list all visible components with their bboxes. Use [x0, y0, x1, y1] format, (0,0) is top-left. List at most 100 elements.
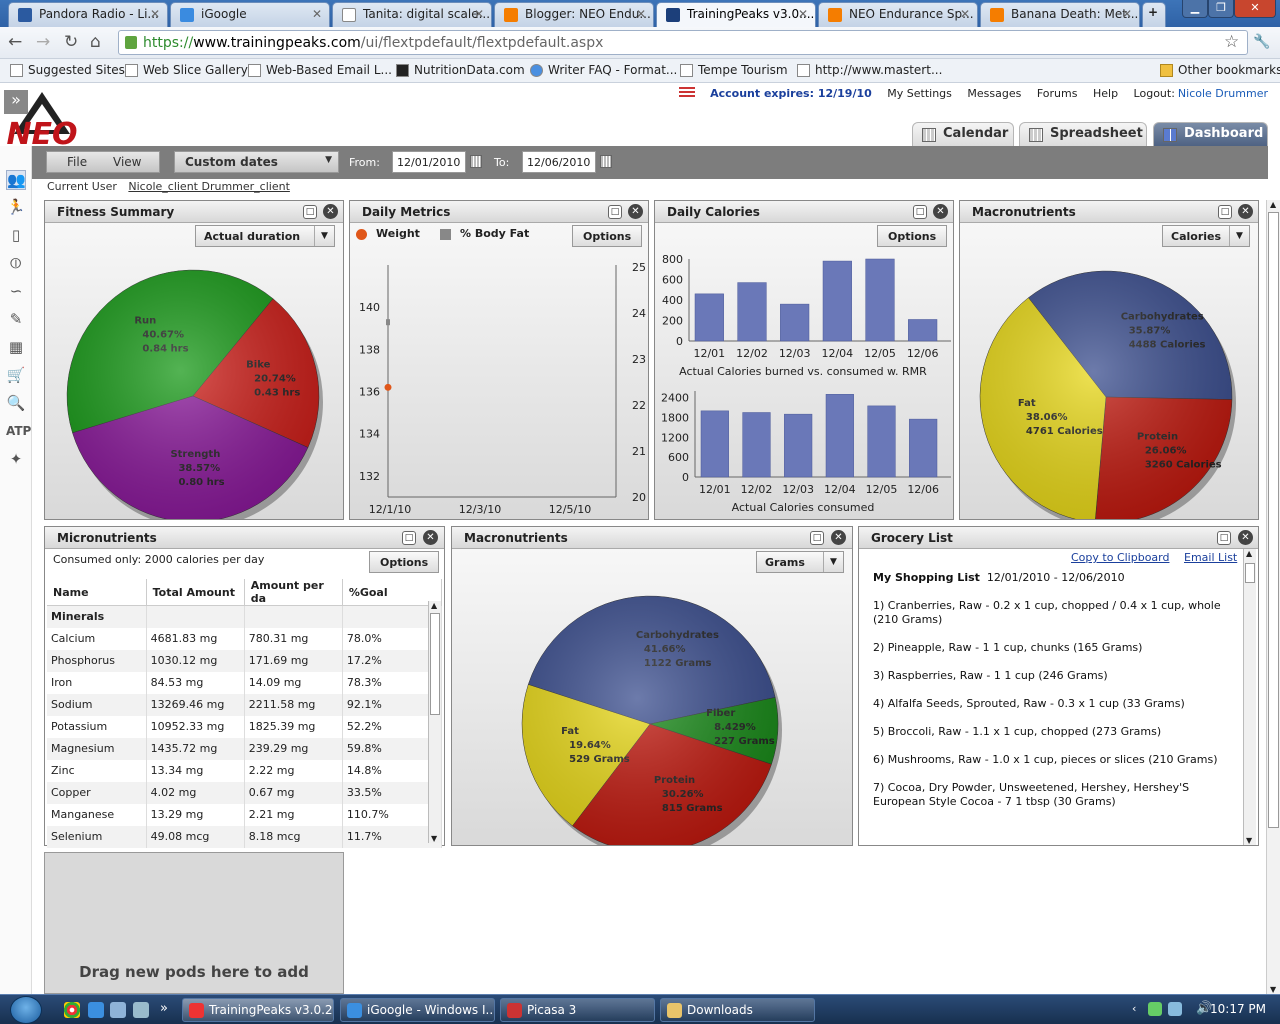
maximize-pod-icon[interactable]: □	[608, 205, 622, 219]
close-tab-icon[interactable]: ✕	[635, 7, 646, 21]
route-icon[interactable]: ∽	[9, 282, 23, 300]
maximize-pod-icon[interactable]: □	[913, 205, 927, 219]
current-user-link[interactable]: Nicole_client Drummer_client	[128, 180, 290, 193]
pod-header[interactable]: Macronutrients □ ✕	[960, 201, 1258, 223]
calorie-bar[interactable]	[700, 410, 729, 478]
column-header[interactable]: Total Amount	[146, 579, 245, 606]
bookmark-item[interactable]: NutritionData.com	[396, 63, 525, 77]
close-tab-icon[interactable]: ✕	[959, 7, 970, 21]
journal-icon[interactable]: ✎	[9, 310, 23, 328]
ie-icon[interactable]	[88, 1002, 104, 1018]
forums-link[interactable]: Forums	[1036, 87, 1078, 100]
taskbar-button[interactable]: Picasa 3	[500, 998, 655, 1022]
my-settings-link[interactable]: My Settings	[887, 87, 952, 100]
address-bar[interactable]: https://www.trainingpeaks.com/ui/flextpd…	[118, 30, 1248, 55]
taskbar-button[interactable]: TrainingPeaks v3.0.2...	[182, 998, 334, 1022]
forward-arrow-icon[interactable]: →	[36, 32, 51, 52]
browser-tab[interactable]: NEO Endurance Sp... ✕	[818, 2, 978, 27]
table-row[interactable]: Zinc 13.34 mg 2.22 mg 14.8%	[47, 759, 443, 782]
bodyfat-point[interactable]	[386, 319, 390, 326]
drag-pods-dropzone[interactable]: Drag new pods here to add	[44, 852, 344, 994]
switch-windows-icon[interactable]	[133, 1002, 149, 1018]
file-menu[interactable]: File	[67, 155, 88, 169]
taskbar-button[interactable]: iGoogle - Windows I...	[340, 998, 495, 1022]
home-icon[interactable]: ⌂	[90, 32, 101, 52]
reload-icon[interactable]: ↻	[64, 32, 79, 52]
close-pod-icon[interactable]: ✕	[1238, 530, 1253, 545]
grid-icon[interactable]: ▦	[8, 338, 24, 356]
table-row[interactable]: Magnesium 1435.72 mg 239.29 mg 59.8%	[47, 737, 443, 760]
bookmark-item[interactable]: Suggested Sites	[10, 63, 125, 77]
maximize-pod-icon[interactable]: □	[1218, 205, 1232, 219]
column-header[interactable]: %Goal	[342, 579, 443, 606]
calorie-bar[interactable]	[867, 405, 896, 478]
other-bookmarks[interactable]: Other bookmarks	[1160, 63, 1280, 77]
units-dropdown[interactable]: Calories ▼	[1162, 225, 1250, 247]
messages-link[interactable]: Messages	[967, 87, 1022, 100]
store-icon[interactable]: 🛒	[6, 366, 26, 384]
calorie-bar[interactable]	[737, 282, 767, 342]
table-row[interactable]: Sodium 13269.46 mg 2211.58 mg 92.1%	[47, 693, 443, 716]
calorie-bar[interactable]	[909, 418, 938, 478]
calorie-bar[interactable]	[865, 258, 895, 342]
grocery-scrollbar[interactable]: ▲ ▼	[1243, 549, 1256, 845]
email-list-link[interactable]: Email List	[1184, 551, 1238, 564]
logout-link[interactable]: Logout:	[1133, 87, 1175, 100]
taskbar-button[interactable]: Downloads	[660, 998, 815, 1022]
show-desktop-icon[interactable]	[110, 1002, 126, 1018]
bookmark-item[interactable]: Web-Based Email L...	[248, 63, 392, 77]
scrollbar-thumb[interactable]	[1268, 212, 1279, 828]
search-icon[interactable]: 🔍	[6, 394, 26, 412]
options-button[interactable]: Options	[572, 225, 642, 247]
close-pod-icon[interactable]: ✕	[1238, 204, 1253, 219]
browser-tab[interactable]: Blogger: NEO Endu... ✕	[494, 2, 654, 27]
close-pod-icon[interactable]: ✕	[323, 204, 338, 219]
table-scrollbar[interactable]: ▲ ▼	[428, 601, 441, 843]
weight-point[interactable]	[384, 383, 392, 391]
pod-header[interactable]: Macronutrients □ ✕	[452, 527, 852, 549]
tab-dashboard[interactable]: Dashboard	[1153, 122, 1268, 146]
close-window-button[interactable]: ✕	[1234, 0, 1276, 18]
system-clock[interactable]: 10:17 PM	[1210, 1002, 1266, 1016]
pod-header[interactable]: Micronutrients □ ✕	[45, 527, 444, 549]
bookmark-item[interactable]: Writer FAQ - Format...	[530, 63, 677, 77]
options-button[interactable]: Options	[877, 225, 947, 247]
close-tab-icon[interactable]: ✕	[797, 7, 808, 21]
duration-dropdown[interactable]: Actual duration ▼	[195, 225, 335, 247]
close-tab-icon[interactable]: ✕	[149, 7, 160, 21]
table-row[interactable]: Manganese 13.29 mg 2.21 mg 110.7%	[47, 803, 443, 826]
dropbox-icon[interactable]	[1168, 1002, 1182, 1016]
close-pod-icon[interactable]: ✕	[831, 530, 846, 545]
back-arrow-icon[interactable]: ←	[8, 32, 23, 52]
options-button[interactable]: Options	[369, 551, 439, 573]
more-icon[interactable]: »	[160, 1001, 168, 1016]
start-button[interactable]	[10, 996, 42, 1024]
scroll-up-icon[interactable]: ▲	[431, 601, 438, 610]
pod-header[interactable]: Grocery List □ ✕	[859, 527, 1258, 549]
close-pod-icon[interactable]: ✕	[628, 204, 643, 219]
meal-icon[interactable]: ▯	[11, 226, 21, 244]
close-tab-icon[interactable]: ✕	[311, 7, 322, 21]
scrollbar-thumb[interactable]	[1245, 563, 1255, 583]
to-date-input[interactable]: 12/06/2010	[522, 151, 596, 173]
scrollbar-thumb[interactable]	[430, 613, 440, 715]
scroll-up-icon[interactable]: ▲	[1246, 549, 1253, 558]
coach-icon[interactable]: ✦	[9, 450, 23, 468]
tray-expand-icon[interactable]: ‹	[1132, 1002, 1137, 1015]
column-header[interactable]: Amount per da	[244, 579, 343, 606]
scroll-down-icon[interactable]: ▼	[1270, 985, 1277, 994]
volume-icon[interactable]: 🔊	[1196, 1001, 1213, 1016]
expand-panel-icon[interactable]: »	[4, 90, 28, 114]
calorie-bar[interactable]	[694, 293, 724, 342]
bookmark-item[interactable]: Web Slice Gallery	[125, 63, 248, 77]
browser-tab[interactable]: Tanita: digital scale... ✕	[332, 2, 492, 27]
help-link[interactable]: Help	[1092, 87, 1119, 100]
table-row[interactable]: Copper 4.02 mg 0.67 mg 33.5%	[47, 781, 443, 804]
view-menu[interactable]: View	[113, 155, 142, 169]
minimize-window-button[interactable]: ▁	[1182, 0, 1208, 18]
pod-header[interactable]: Daily Calories □ ✕	[655, 201, 953, 223]
date-range-select[interactable]: Custom dates ▼	[174, 151, 339, 173]
table-row[interactable]: Selenium 49.08 mcg 8.18 mcg 11.7%	[47, 825, 443, 848]
table-row[interactable]: Phosphorus 1030.12 mg 171.69 mg 17.2%	[47, 649, 443, 672]
calorie-bar[interactable]	[822, 260, 852, 342]
